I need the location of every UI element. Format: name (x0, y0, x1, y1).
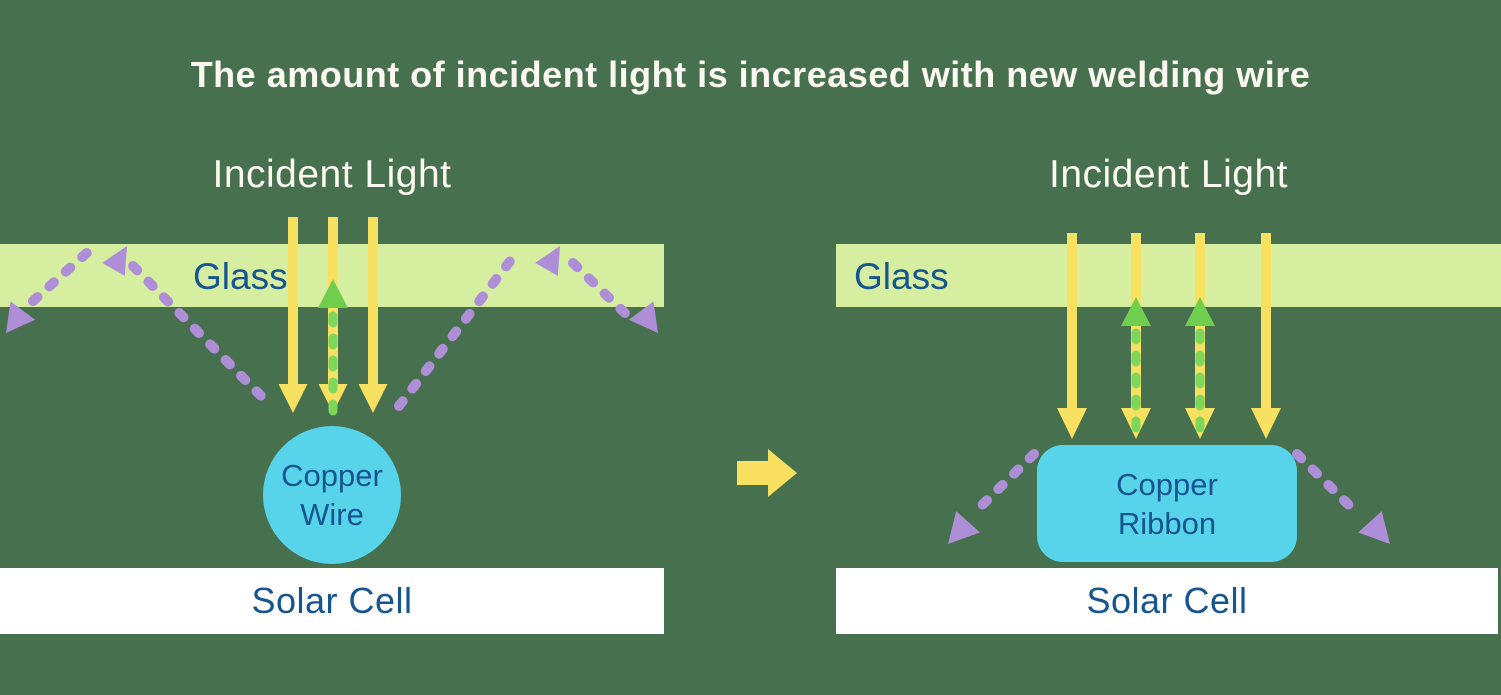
left-solar-cell-label: Solar Cell (251, 580, 413, 621)
purple-dashed-segment (968, 449, 1039, 519)
left-glass-label: Glass (193, 256, 288, 297)
right-glass-band (836, 244, 1501, 307)
yellow-down-arrow-head (1057, 408, 1087, 439)
left-incident-light-heading: Incident Light (212, 153, 452, 196)
copper-ribbon-label-line2: Ribbon (1117, 505, 1217, 541)
left-solar-cell-bar: Solar Cell (0, 568, 664, 634)
yellow-down-arrow-head (1251, 408, 1281, 439)
diagram-title: The amount of incident light is increase… (190, 54, 1311, 95)
right-green-up-arrows (1121, 297, 1215, 445)
purple-dashed-segment (1292, 449, 1363, 519)
yellow-down-arrow-head (318, 384, 348, 413)
right-solar-cell-label: Solar Cell (1086, 580, 1248, 621)
right-glass-label: Glass (854, 256, 949, 297)
transition-right-arrow (737, 449, 797, 497)
copper-wire-label-line2: Wire (300, 497, 364, 532)
right-solar-cell-bar: Solar Cell (836, 568, 1498, 634)
copper-wire-label-line1: Copper (281, 458, 383, 493)
yellow-down-arrow-head (1185, 408, 1215, 439)
purple-arrow-head-down-left (948, 511, 980, 544)
right-incident-light-heading: Incident Light (1048, 153, 1288, 196)
left-glass-band (0, 244, 664, 307)
purple-arrow-head-down-right (1358, 511, 1390, 544)
yellow-down-arrow-head (278, 384, 308, 413)
copper-wire-shape: Copper Wire (263, 426, 401, 564)
yellow-down-arrow-head (358, 384, 388, 413)
copper-ribbon-label-line1: Copper (1116, 466, 1218, 502)
yellow-down-arrow-head (1121, 408, 1151, 439)
copper-ribbon-shape: Copper Ribbon (1037, 445, 1297, 562)
